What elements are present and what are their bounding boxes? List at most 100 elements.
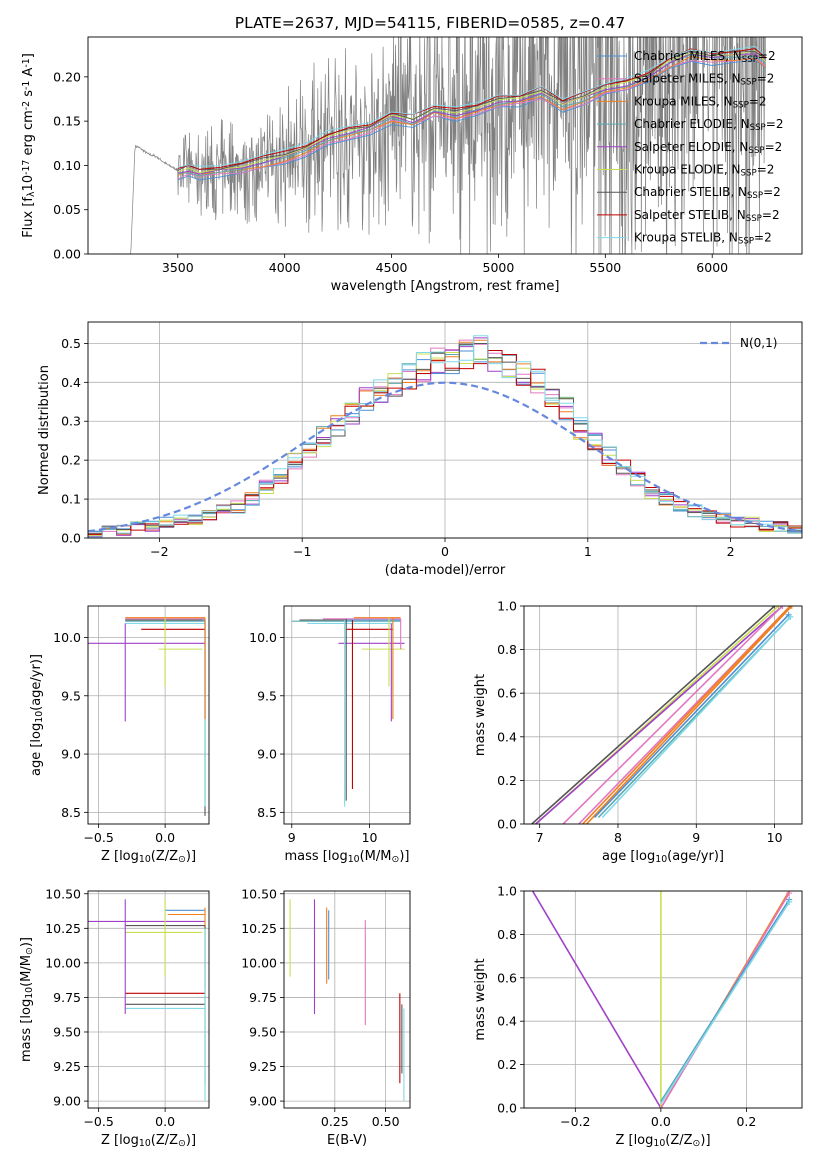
cumulative-line-9	[601, 616, 791, 819]
x-axis-label: age [log10(age/yr)]	[602, 849, 724, 865]
x-axis-label: (data-model)/error	[385, 563, 506, 578]
y-tick-label: 8.5	[257, 805, 277, 820]
observed-spectrum-line	[113, 37, 766, 254]
x-tick-label: 4500	[376, 260, 408, 275]
cumulative-line-7	[593, 614, 790, 819]
plot-area	[88, 617, 206, 816]
y-axis-label: Flux [fλ10-17 erg cm-2 s-1 A-1]	[21, 53, 37, 238]
y-tick-label: 0.2	[61, 453, 81, 468]
x-tick-label: 0.50	[372, 1114, 400, 1129]
endpoint-marker	[779, 606, 786, 609]
plot-area	[291, 617, 405, 807]
x-tick-label: 1	[584, 544, 592, 559]
y-tick-label: 10.00	[241, 955, 277, 970]
plot-area	[88, 899, 206, 1102]
y-axis-label: mass weight	[473, 958, 488, 1040]
model-line-5	[177, 50, 767, 174]
x-tick-label: 5000	[483, 260, 515, 275]
x-tick-label: 0.0	[155, 830, 175, 845]
y-axis-label: mass [log10(M/M⊙)]	[19, 937, 35, 1062]
model-line-7	[177, 48, 766, 170]
x-axis-label: Z [log10(Z/Z⊙)]	[615, 1133, 710, 1149]
y-tick-label: 10.0	[53, 630, 81, 645]
x-tick-label: −1	[293, 544, 311, 559]
y-tick-label: 0.6	[497, 686, 517, 701]
x-tick-label: 10	[362, 830, 378, 845]
cumulative-line-0	[531, 606, 776, 824]
x-tick-label: 0.25	[321, 1114, 349, 1129]
y-tick-label: 9.75	[249, 990, 277, 1005]
cumulative-line-6	[660, 901, 790, 1105]
y-tick-label: 0.1	[61, 492, 81, 507]
y-tick-label: 10.50	[45, 886, 81, 901]
x-tick-label: 3500	[162, 260, 194, 275]
x-tick-label: 9	[692, 830, 700, 845]
axes-frame	[87, 605, 210, 825]
x-tick-label: 0.0	[651, 1114, 671, 1129]
y-tick-label: 0.8	[497, 927, 517, 942]
x-tick-label: −0.5	[83, 830, 113, 845]
plot-area	[88, 335, 802, 538]
y-tick-label: 0.4	[61, 375, 81, 390]
endpoint-marker	[657, 891, 664, 894]
plot-area	[289, 899, 405, 1102]
residuals-panel: −2 −1 0 1 2 0.0 0.1 0.2 0.3 0.4 0.5 (data-model)/er…	[37, 321, 803, 578]
plot-area	[531, 891, 793, 1108]
y-tick-label: 8.5	[61, 805, 81, 820]
x-tick-label: 7	[536, 830, 544, 845]
legend-label-4: Salpeter ELODIE, NSSP=2	[634, 140, 782, 156]
axes-frame	[87, 321, 803, 539]
axes-frame	[87, 890, 210, 1109]
y-tick-label: 9.5	[61, 688, 81, 703]
x-axis-label: Z [log10(Z/Z⊙)]	[101, 1133, 196, 1149]
model-line-8	[177, 45, 767, 168]
x-axis-label: wavelength [Angstrom, rest frame]	[331, 279, 560, 294]
y-tick-label: 9.75	[53, 990, 81, 1005]
cumulative-mass-vs-age-panel: 7 8 9 10 0.0 0.2 0.4 0.6 0.8 1.0 age [log10(age/yr…	[473, 599, 803, 865]
axes-frame	[523, 890, 803, 1109]
y-tick-label: 0.00	[53, 247, 81, 262]
x-tick-label: −0.5	[83, 1114, 113, 1129]
legend-label-8: Kroupa STELIB, NSSP=2	[634, 231, 772, 247]
y-axis-label: Normed distribution	[37, 365, 52, 495]
endpoint-marker	[771, 606, 778, 609]
y-tick-label: 9.50	[249, 1024, 277, 1039]
x-tick-label: 0.2	[736, 1114, 756, 1129]
legend-label-2: Kroupa MILES, NSSP=2	[634, 94, 767, 110]
y-tick-label: 0.0	[61, 531, 81, 546]
y-axis-label: age [log10(age/yr)]	[29, 654, 45, 776]
age-vs-metallicity-panel: −0.5 0.0 8.5 9.0 9.5 10.0 Z [log10(Z/Z⊙)] age […	[29, 605, 210, 865]
legend-label-3: Chabrier ELODIE, NSSP=2	[634, 117, 783, 133]
y-tick-label: 0.15	[53, 114, 81, 129]
y-tick-label: 9.25	[53, 1059, 81, 1074]
x-tick-label: 5500	[589, 260, 621, 275]
spectrum-panel: 3500 4000 4500 5000 5500 6000 0.00 0.05 0.10 0.15…	[21, 36, 803, 294]
x-axis-label: mass [log10(M/M⊙)]	[285, 849, 410, 865]
cumulative-line-3	[562, 606, 783, 824]
y-tick-label: 0.3	[61, 414, 81, 429]
y-tick-label: 1.0	[497, 884, 517, 899]
endpoint-marker	[786, 898, 793, 905]
y-tick-label: 0.20	[53, 69, 81, 84]
x-tick-label: 4000	[269, 260, 301, 275]
y-tick-label: 0.4	[497, 1014, 517, 1029]
model-line-2	[177, 56, 766, 176]
age-vs-mass-panel: 9 10 8.5 9.0 9.5 10.0 mass [log10(M/M⊙)]	[249, 605, 411, 865]
x-tick-label: 6000	[696, 260, 728, 275]
model-line-4	[177, 53, 766, 175]
y-tick-label: 9.0	[257, 747, 277, 762]
legend-label-6: Chabrier STELIB, NSSP=2	[634, 185, 781, 201]
cumulative-line-6	[586, 606, 793, 824]
plot-area	[531, 606, 795, 824]
legend-label-5: Kroupa ELODIE, NSSP=2	[634, 163, 774, 179]
cumulative-line-0	[531, 891, 662, 1108]
y-tick-label: 9.5	[257, 688, 277, 703]
mass-vs-metallicity-panel: −0.5 0.0 9.00 9.25 9.50 9.75 10.00 10.25 10.50 Z …	[19, 886, 210, 1149]
cumulative-line-2	[535, 606, 783, 824]
x-tick-label: 9	[288, 830, 296, 845]
cumulative-mass-vs-metallicity-panel: −0.2 0.0 0.2 0.0 0.2 0.4 0.6 0.8 1.0 Z [log10(Z/Z…	[473, 884, 803, 1149]
y-tick-label: 1.0	[497, 599, 517, 614]
y-tick-label: 9.50	[53, 1024, 81, 1039]
y-tick-label: 0.05	[53, 202, 81, 217]
figure-title: PLATE=2637, MJD=54115, FIBERID=0585, z=0…	[235, 14, 625, 32]
